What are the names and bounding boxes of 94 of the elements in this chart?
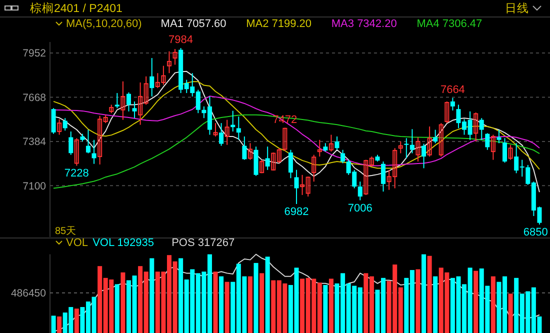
candlestick	[242, 136, 247, 160]
bar	[57, 316, 62, 333]
candlestick	[150, 58, 154, 97]
annotation: 7984	[168, 34, 194, 46]
bar	[323, 284, 328, 333]
candlestick	[340, 149, 346, 164]
annotation: 6850	[523, 226, 548, 239]
bar	[219, 276, 224, 333]
bar	[427, 256, 432, 333]
candlestick	[57, 118, 62, 136]
legend-title: MA(5,10,20,60)	[66, 18, 142, 30]
candlestick	[282, 127, 288, 152]
candlestick	[317, 139, 322, 158]
candlestick	[358, 181, 362, 201]
candlestick	[132, 100, 137, 119]
candlestick	[416, 136, 420, 162]
text: MA4 7306.47	[416, 18, 482, 30]
candlestick	[288, 149, 293, 179]
candlestick	[294, 169, 299, 205]
candlestick	[224, 119, 230, 146]
bar	[74, 308, 79, 333]
bar	[114, 284, 120, 333]
candlestick	[260, 159, 264, 174]
candlestick	[334, 136, 340, 150]
candlestick	[51, 108, 56, 134]
candlestick	[410, 128, 414, 154]
y-tick-label: 7668	[22, 92, 46, 104]
bar	[213, 272, 218, 333]
candlestick	[213, 122, 218, 137]
text: MA3 7342.20	[331, 18, 397, 30]
candlestick	[236, 116, 241, 140]
candlestick	[502, 138, 508, 164]
bar	[416, 269, 420, 333]
candlestick	[166, 50, 172, 74]
bar	[422, 254, 426, 333]
series-label: POS 317267	[172, 237, 235, 249]
bar	[508, 294, 513, 333]
annotation: 85天	[55, 226, 76, 237]
candlestick	[68, 130, 74, 156]
bar	[120, 272, 126, 333]
candlestick	[474, 112, 478, 142]
bar	[328, 278, 334, 333]
annotation: 7228	[64, 168, 89, 180]
y-tick-label: 7100	[22, 180, 46, 192]
candlestick	[404, 138, 409, 159]
series-label: VOL 192935	[92, 237, 154, 249]
line-series	[53, 70, 540, 193]
legend-title: VOL	[66, 237, 88, 249]
bar	[490, 276, 496, 333]
candlestick	[219, 122, 224, 146]
candlestick	[92, 139, 96, 164]
candlestick	[398, 140, 403, 154]
chart-subtitle: 日线	[505, 2, 529, 15]
annotation: 7006	[348, 202, 372, 214]
candlestick	[248, 142, 252, 160]
candlestick	[114, 92, 120, 109]
candlestick	[433, 129, 438, 144]
candlestick	[496, 129, 502, 144]
candlestick	[485, 132, 490, 150]
bar	[254, 262, 258, 333]
y-tick-label: 7384	[22, 136, 46, 148]
text: MA1 7057.60	[160, 18, 226, 30]
candlestick	[86, 129, 90, 154]
candlestick	[508, 144, 513, 160]
candlestick	[74, 138, 79, 166]
chart-title: 棕榈2401 / P2401	[30, 1, 122, 15]
candlestick	[427, 126, 432, 158]
candlestick	[265, 146, 270, 170]
candlestick	[450, 97, 455, 111]
candlestick	[438, 122, 444, 158]
candlestick	[381, 161, 386, 192]
text: MA2 7199.20	[246, 18, 312, 30]
bar	[51, 316, 56, 333]
candlestick	[312, 154, 316, 182]
candlestick	[328, 134, 334, 152]
bar	[224, 282, 230, 333]
bar	[265, 256, 270, 333]
candlestick	[479, 118, 484, 140]
annotation: 7664	[440, 84, 465, 96]
bar	[474, 270, 478, 333]
candlestick	[126, 92, 131, 112]
candlestick	[62, 118, 68, 132]
candlestick	[444, 100, 450, 124]
candlestick	[490, 134, 496, 160]
bar	[260, 273, 264, 333]
candlestick	[422, 143, 426, 169]
candlestick	[120, 80, 126, 120]
y-tick-label: 7952	[22, 48, 46, 60]
annotation: 6982	[284, 206, 309, 218]
candlestick	[172, 48, 178, 66]
text: 486450	[10, 288, 46, 300]
bar	[150, 258, 154, 333]
bar	[248, 276, 252, 333]
bar	[433, 276, 438, 333]
